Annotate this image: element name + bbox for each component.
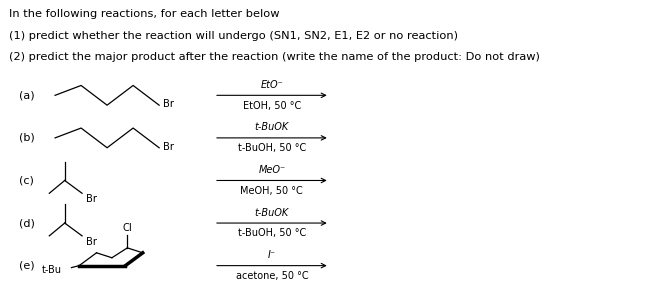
Text: (e): (e) [19, 261, 35, 271]
Text: Br: Br [163, 142, 174, 152]
Text: (1) predict whether the reaction will undergo (SN1, SN2, E1, E2 or no reaction): (1) predict whether the reaction will un… [9, 31, 458, 41]
Text: Br: Br [163, 99, 174, 109]
Text: t-BuOH, 50 °C: t-BuOH, 50 °C [238, 229, 306, 238]
Text: Cl: Cl [123, 223, 133, 233]
Text: (a): (a) [19, 90, 35, 100]
Text: t-BuOH, 50 °C: t-BuOH, 50 °C [238, 143, 306, 153]
Text: Br: Br [86, 194, 97, 204]
Text: MeOH, 50 °C: MeOH, 50 °C [240, 186, 303, 196]
Text: t-Bu: t-Bu [42, 264, 62, 275]
Text: Br: Br [86, 237, 97, 247]
Text: In the following reactions, for each letter below: In the following reactions, for each let… [9, 9, 279, 19]
Text: EtO⁻: EtO⁻ [260, 80, 283, 90]
Text: EtOH, 50 °C: EtOH, 50 °C [242, 101, 301, 111]
Text: I⁻: I⁻ [268, 250, 276, 260]
Text: MeO⁻: MeO⁻ [258, 165, 286, 175]
Text: (2) predict the major product after the reaction (write the name of the product:: (2) predict the major product after the … [9, 52, 539, 62]
Text: t-BuOK: t-BuOK [254, 208, 289, 218]
Text: (d): (d) [19, 218, 35, 228]
Text: (b): (b) [19, 133, 35, 143]
Text: (c): (c) [19, 175, 35, 186]
Text: acetone, 50 °C: acetone, 50 °C [236, 271, 308, 281]
Text: t-BuOK: t-BuOK [254, 123, 289, 132]
